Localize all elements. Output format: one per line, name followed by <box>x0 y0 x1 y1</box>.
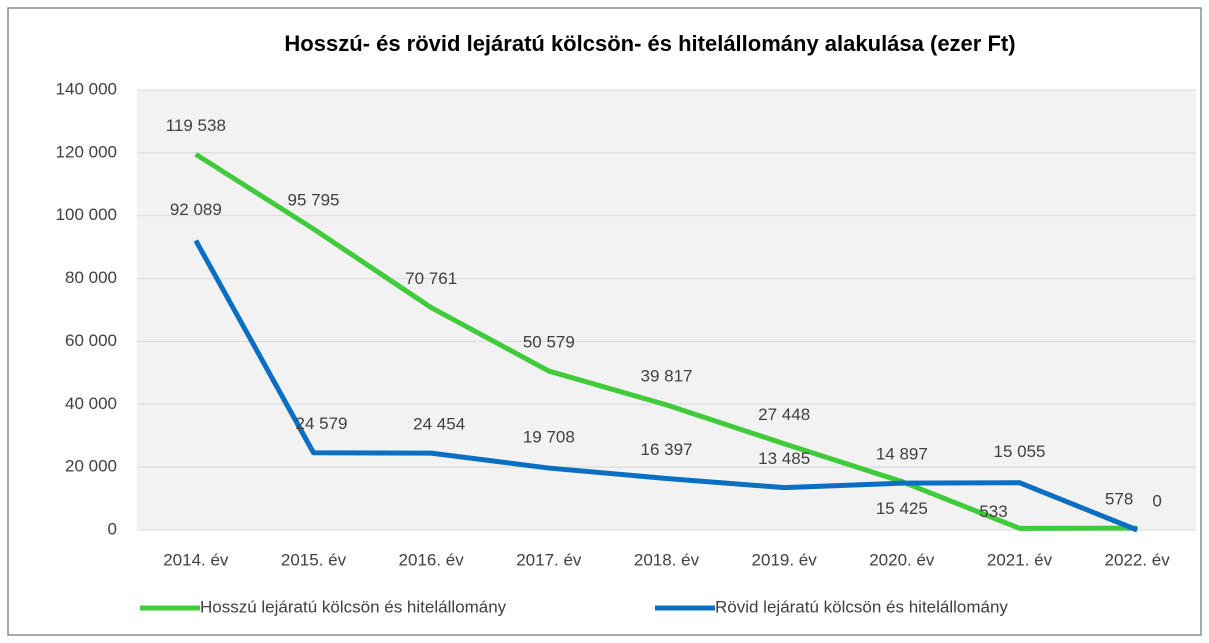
x-tick-label: 2015. év <box>281 550 347 569</box>
x-tick-label: 2016. év <box>399 550 465 569</box>
data-label: 39 817 <box>641 366 693 385</box>
x-tick-label: 2019. év <box>752 550 818 569</box>
data-label: 95 795 <box>288 190 340 209</box>
data-label: 92 089 <box>170 200 222 219</box>
y-tick-label: 0 <box>108 519 117 538</box>
x-tick-label: 2014. év <box>163 550 229 569</box>
y-tick-label: 40 000 <box>65 394 117 413</box>
data-label: 15 425 <box>876 499 928 518</box>
series-line <box>194 152 1138 531</box>
y-tick-label: 60 000 <box>65 331 117 350</box>
data-label: 24 579 <box>296 414 348 433</box>
data-label: 14 897 <box>876 445 928 464</box>
data-label: 16 397 <box>641 440 693 459</box>
legend-label: Hosszú lejáratú kölcsön és hitelállomány <box>200 597 507 616</box>
y-tick-label: 20 000 <box>65 457 117 476</box>
data-label: 24 454 <box>413 415 465 434</box>
data-label: 19 708 <box>523 428 575 447</box>
x-tick-label: 2018. év <box>634 550 700 569</box>
x-tick-label: 2017. év <box>516 550 582 569</box>
x-tick-label: 2021. év <box>987 550 1053 569</box>
data-label: 70 761 <box>405 269 457 288</box>
chart-title: Hosszú- és rövid lejáratú kölcsön- és hi… <box>284 31 1015 56</box>
data-label: 50 579 <box>523 333 575 352</box>
data-label: 119 538 <box>166 116 226 135</box>
series-line <box>193 239 1139 533</box>
data-label: 578 <box>1105 490 1133 509</box>
y-tick-label: 100 000 <box>56 205 117 224</box>
legend-label: Rövid lejáratú kölcsön és hitelállomány <box>715 597 1008 616</box>
y-tick-label: 80 000 <box>65 268 117 287</box>
data-label: 0 <box>1152 491 1161 510</box>
plot-area <box>137 90 1196 530</box>
data-label: 27 448 <box>758 405 810 424</box>
y-tick-label: 140 000 <box>56 79 117 98</box>
data-label: 15 055 <box>994 442 1046 461</box>
y-tick-label: 120 000 <box>56 142 117 161</box>
data-label: 533 <box>979 502 1007 521</box>
x-tick-label: 2022. év <box>1105 550 1171 569</box>
data-label: 13 485 <box>758 449 810 468</box>
x-tick-label: 2020. év <box>869 550 935 569</box>
